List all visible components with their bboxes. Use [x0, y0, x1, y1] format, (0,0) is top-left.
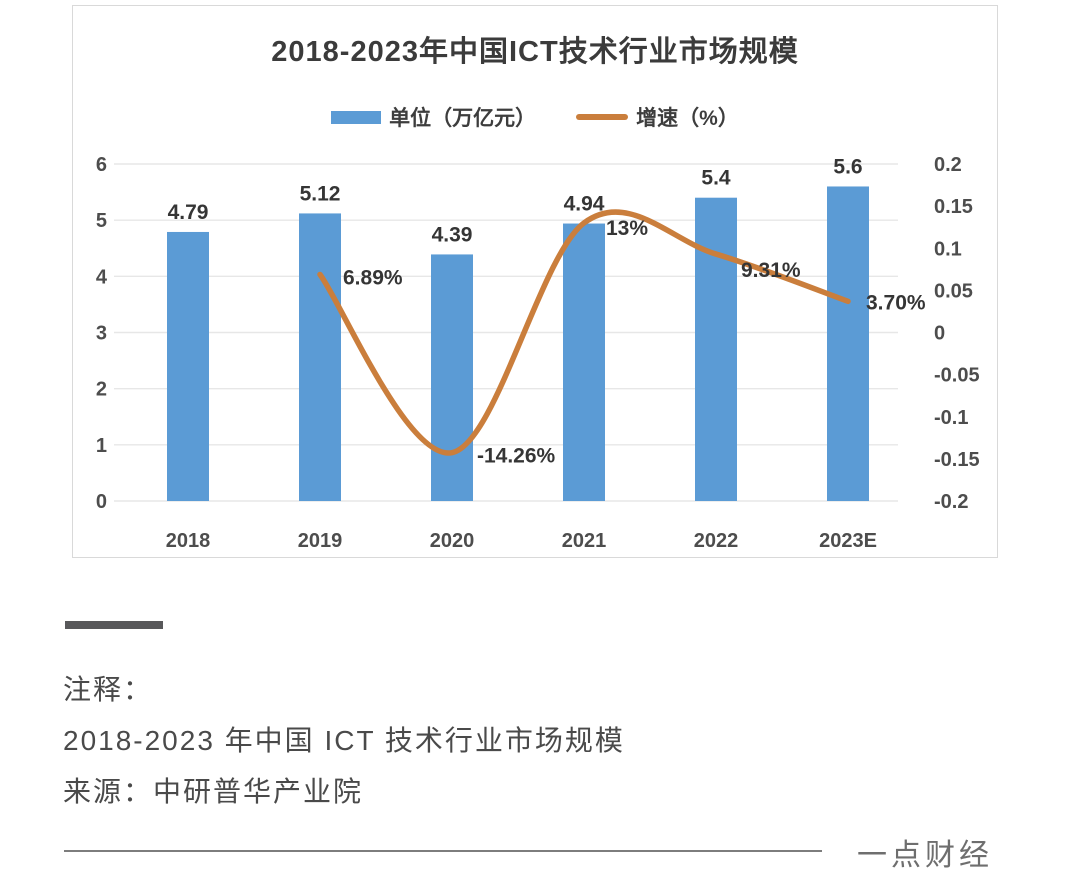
bar-value-label: 4.94: [564, 193, 605, 216]
left-axis-tick-label: 2: [96, 379, 107, 401]
bar-value-label: 5.6: [833, 155, 862, 178]
combo-chart-plot: 6 5 4 3 2 1 0 0.2 0.15 0.1 0.05 0 -0.05 -0.1 -0.15 -0.2…: [96, 154, 980, 552]
bar-2019: [299, 213, 341, 501]
bar-2021: [563, 223, 605, 501]
footer-rule: [64, 850, 822, 852]
section-divider: [65, 621, 163, 629]
legend-item-bar-series: 单位（万亿元）: [331, 102, 536, 132]
right-axis-tick-label: 0.05: [934, 280, 973, 302]
right-axis-tick-label: -0.05: [934, 365, 980, 387]
right-axis-tick-label: 0: [934, 323, 945, 345]
left-axis-tick-label: 0: [96, 491, 107, 513]
line-value-label: 13%: [606, 217, 648, 240]
legend-label: 单位（万亿元）: [389, 107, 537, 130]
right-axis-tick-label: -0.1: [934, 407, 968, 429]
x-axis-label-2018: 2018: [166, 530, 211, 552]
right-axis-tick-label: 0.1: [934, 238, 962, 260]
x-axis-label-2019: 2019: [298, 530, 343, 552]
bar-2023E: [827, 186, 869, 501]
bar-2022: [695, 197, 737, 501]
left-axis-tick-label: 6: [96, 154, 107, 176]
x-axis-label-2023E: 2023E: [819, 530, 877, 552]
bar-2020: [431, 254, 473, 501]
x-axis-label-2022: 2022: [694, 530, 739, 552]
bar-2018: [167, 231, 209, 501]
right-axis-tick-label: 0.2: [934, 154, 962, 176]
line-swatch-icon: [576, 114, 629, 120]
left-axis-tick-label: 3: [96, 323, 107, 345]
note-caption: 2018-2023 年中国 ICT 技术行业市场规模: [63, 725, 625, 756]
growth-rate-line: [317, 209, 851, 456]
footer-brand-logo: 一点财经: [857, 839, 993, 872]
left-axis-tick-label: 5: [96, 210, 107, 232]
bar-value-label: 4.79: [168, 201, 209, 224]
right-axis-tick-label: -0.15: [934, 449, 980, 471]
chart-card: 2018-2023年中国ICT技术行业市场规模 单位（万亿元） 增速（%） 6 5…: [72, 5, 998, 558]
line-value-label: 6.89%: [343, 266, 403, 289]
line-value-label: -14.26%: [477, 445, 556, 468]
left-axis-tick-label: 1: [96, 435, 107, 457]
bar-value-label: 5.4: [701, 167, 731, 190]
bar-value-label: 4.39: [432, 223, 473, 246]
note-heading: 注释：: [63, 674, 154, 705]
note-source: 来源：中研普华产业院: [63, 776, 364, 807]
right-axis-tick-label: -0.2: [934, 491, 968, 513]
x-axis-label-2021: 2021: [562, 530, 607, 552]
legend-label: 增速（%）: [636, 107, 739, 130]
legend-item-line-series: 增速（%）: [576, 102, 739, 132]
line-value-label: 3.70%: [866, 291, 926, 314]
left-axis-tick-label: 4: [96, 266, 108, 288]
bar-swatch-icon: [331, 110, 382, 124]
line-value-label: 9.31%: [741, 259, 801, 282]
chart-legend: 单位（万亿元） 增速（%）: [73, 102, 997, 132]
bar-value-label: 5.12: [300, 182, 341, 205]
right-axis-tick-label: 0.15: [934, 196, 973, 218]
x-axis-label-2020: 2020: [430, 530, 475, 552]
chart-title: 2018-2023年中国ICT技术行业市场规模: [271, 36, 799, 68]
